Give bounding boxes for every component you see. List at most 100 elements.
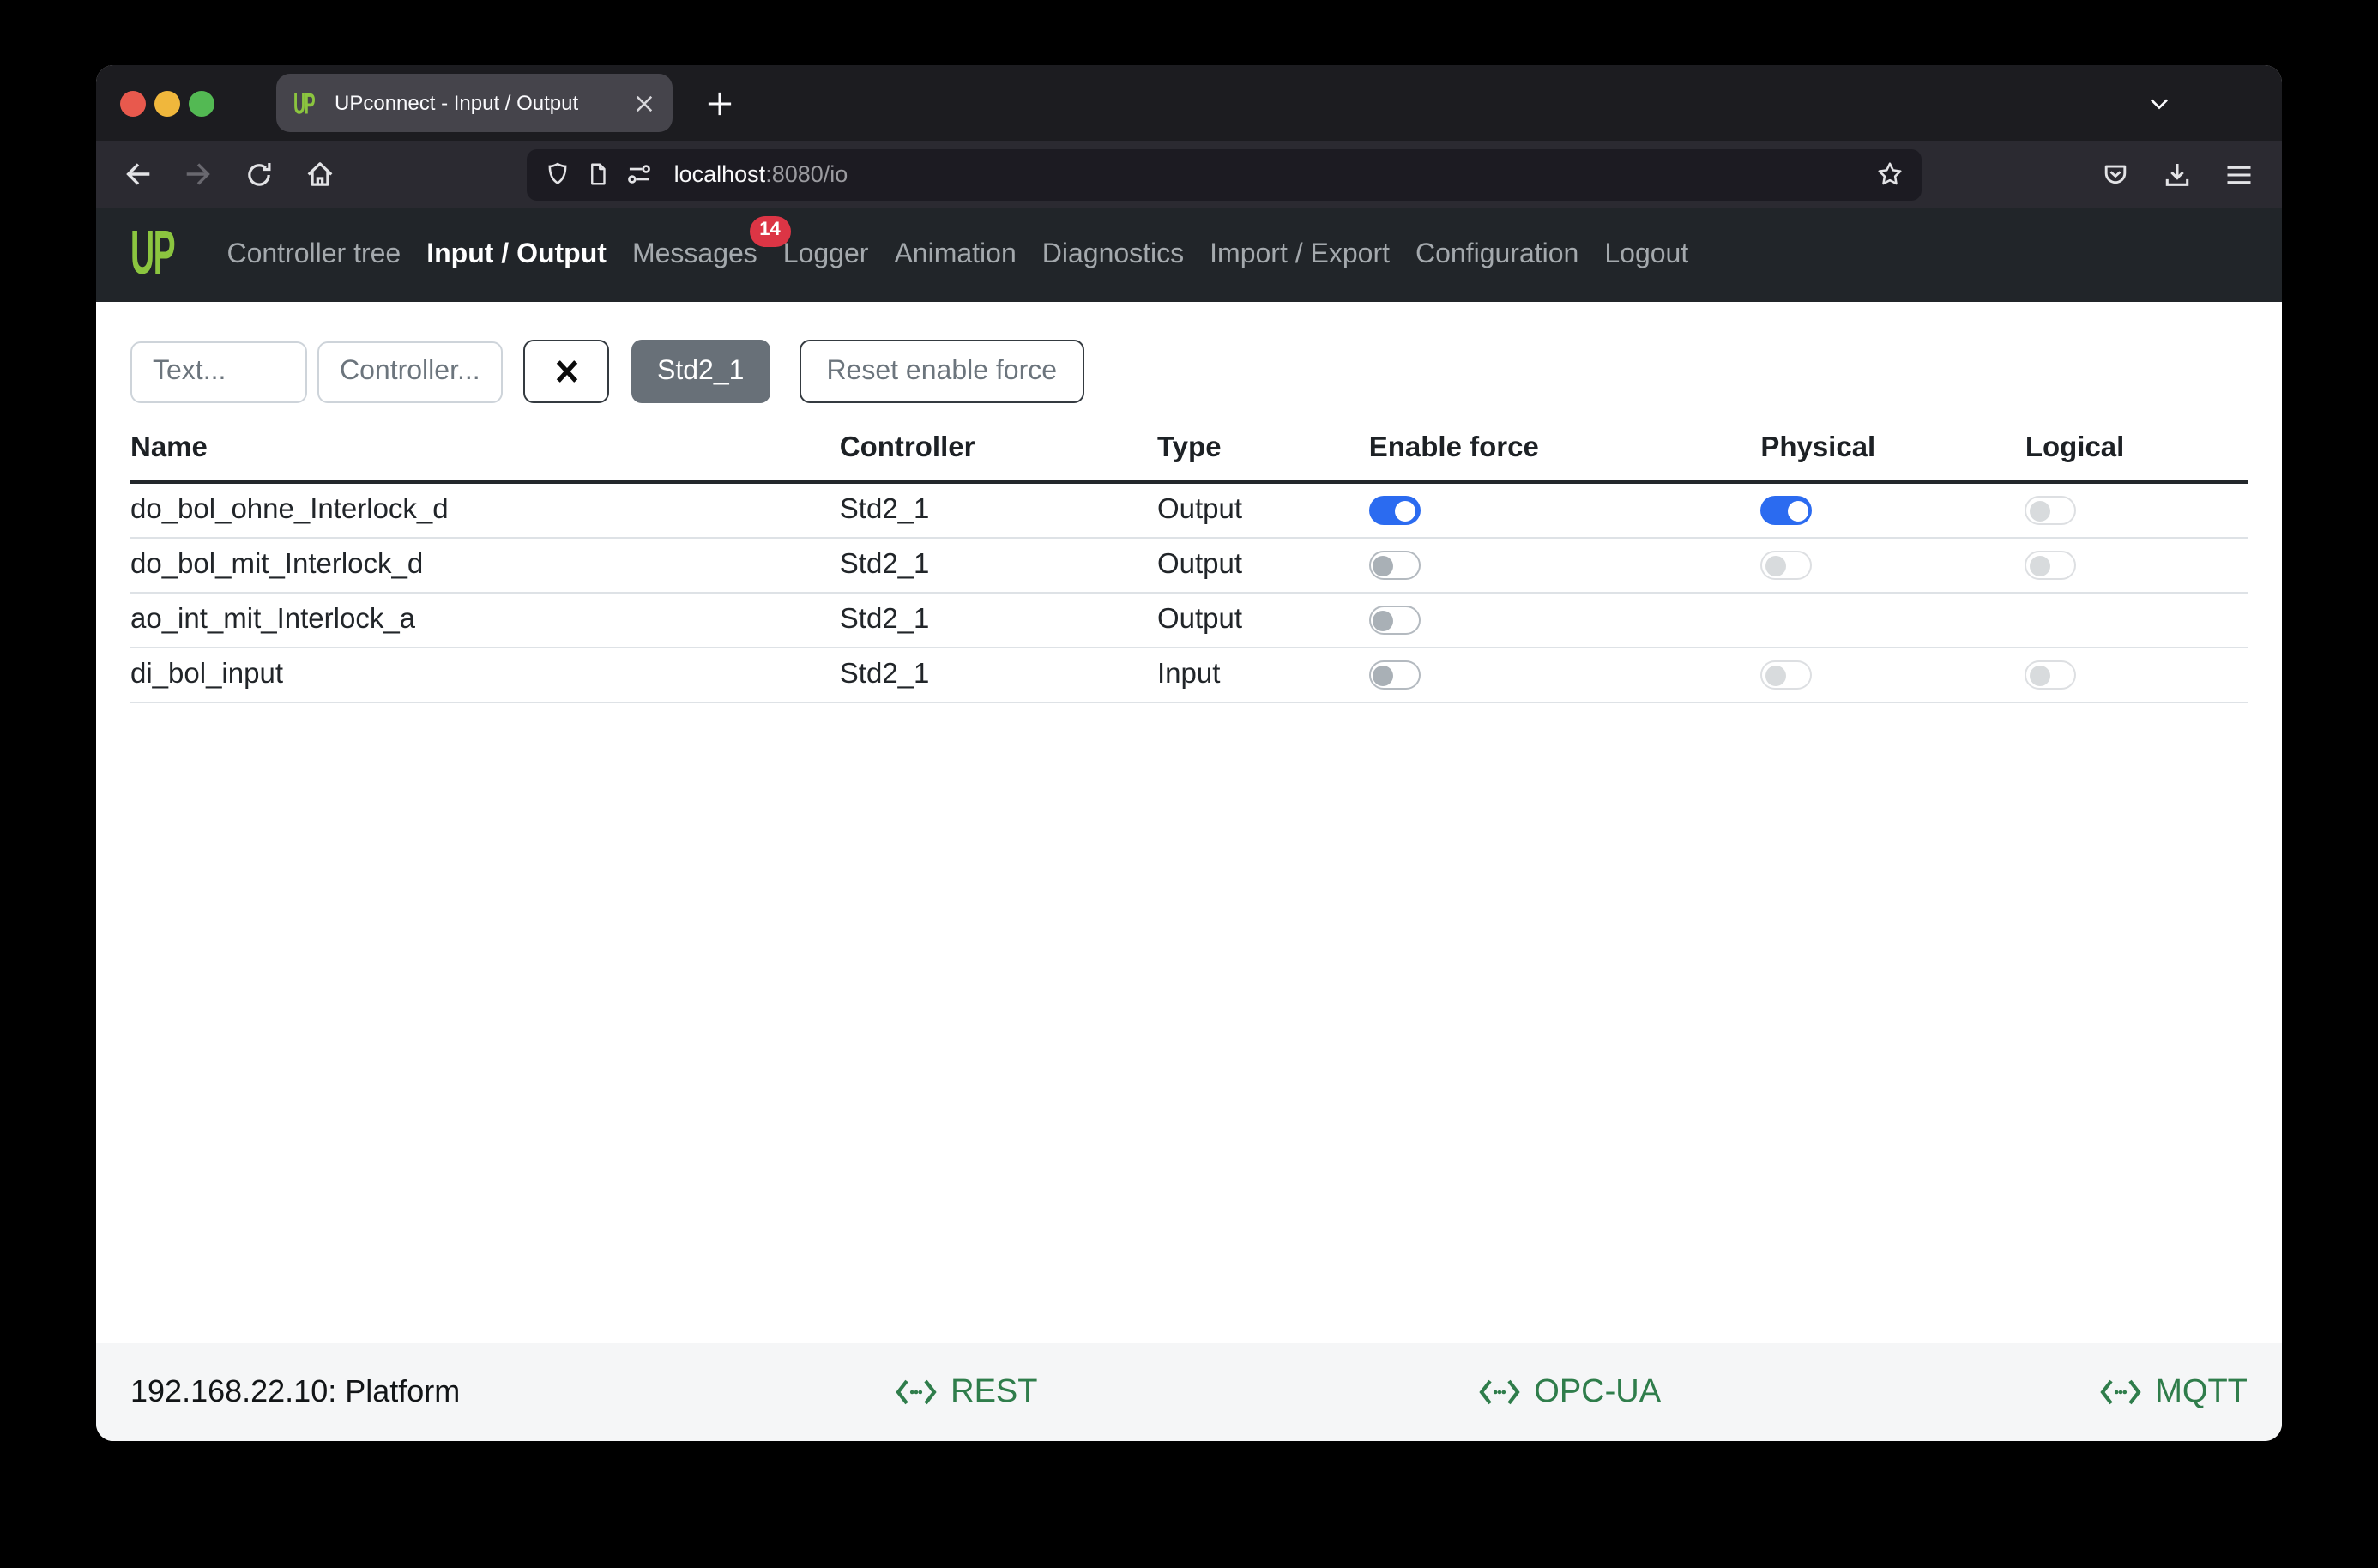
controller-filter-input[interactable] <box>317 341 503 402</box>
nav-logout[interactable]: Logout <box>1604 239 1689 268</box>
cell-name: do_bol_mit_Interlock_d <box>130 538 840 594</box>
clear-filter-button[interactable] <box>523 340 609 403</box>
nav-items: Controller tree Input / Output Messages 1… <box>214 215 1701 270</box>
col-name: Name <box>130 419 840 484</box>
list-all-tabs-button[interactable] <box>2134 79 2182 127</box>
nav-diagnostics[interactable]: Diagnostics <box>1041 239 1185 268</box>
upconnect-logo[interactable]: UP <box>130 218 176 289</box>
menu-button[interactable] <box>2213 150 2265 198</box>
permissions-sliders-icon[interactable] <box>625 160 654 189</box>
address-bar[interactable]: localhost:8080/io <box>526 148 1922 200</box>
enable-force-toggle[interactable] <box>1368 606 1421 636</box>
nav-controller-tree[interactable]: Controller tree <box>226 239 401 268</box>
navigation-toolbar: localhost:8080/io <box>96 141 2282 208</box>
enable-force-toggle[interactable] <box>1368 660 1421 691</box>
reload-icon <box>248 161 271 185</box>
pocket-button[interactable] <box>2090 150 2141 198</box>
clear-x-icon <box>555 360 577 383</box>
tab-close-icon[interactable] <box>630 89 657 117</box>
cell-controller: Std2_1 <box>839 482 1157 539</box>
physical-toggle <box>1760 660 1813 691</box>
cell-controller: Std2_1 <box>839 648 1157 703</box>
table-row: do_bol_mit_Interlock_d Std2_1 Output <box>130 538 2248 594</box>
col-logical: Logical <box>2025 419 2248 484</box>
browser-window: UP UPconnect - Input / Output <box>96 65 2282 1441</box>
nav-import-export[interactable]: Import / Export <box>1210 239 1390 268</box>
plus-icon <box>707 91 731 115</box>
platform-status: 192.168.22.10: Platform <box>130 1374 461 1408</box>
shield-icon[interactable] <box>544 160 571 189</box>
code-brackets-icon <box>896 1379 937 1405</box>
filter-bar: Std2_1 Reset enable force <box>130 340 2248 403</box>
nav-messages[interactable]: Messages 14 <box>619 215 791 270</box>
home-icon <box>306 162 332 186</box>
cell-controller: Std2_1 <box>839 538 1157 594</box>
hamburger-icon <box>2227 165 2251 184</box>
enable-force-toggle[interactable] <box>1368 496 1421 526</box>
logical-toggle <box>2025 496 2077 526</box>
physical-toggle[interactable] <box>1760 496 1813 526</box>
download-icon <box>2165 163 2189 185</box>
rest-link[interactable]: REST <box>765 1373 1168 1411</box>
text-filter-input[interactable] <box>130 341 307 402</box>
nav-configuration[interactable]: Configuration <box>1415 239 1579 268</box>
enable-force-toggle[interactable] <box>1368 551 1421 581</box>
io-table: Name Controller Type Enable force Physic… <box>130 419 2248 703</box>
new-tab-button[interactable] <box>695 79 743 127</box>
logical-toggle <box>2025 551 2077 581</box>
url-text[interactable]: localhost:8080/io <box>673 161 848 187</box>
nav-animation[interactable]: Animation <box>894 239 1017 268</box>
cell-type: Output <box>1156 538 1369 594</box>
tab-bar: UP UPconnect - Input / Output <box>96 65 2282 141</box>
close-window-button[interactable] <box>120 90 146 116</box>
table-row: di_bol_input Std2_1 Input <box>130 648 2248 703</box>
status-footer: 192.168.22.10: Platform REST OPC-UA MQTT <box>96 1343 2282 1441</box>
cell-controller: Std2_1 <box>839 593 1157 648</box>
window-controls <box>96 90 214 116</box>
code-brackets-icon <box>1479 1379 1520 1405</box>
upconnect-favicon-icon: UP <box>293 86 316 120</box>
nav-logger[interactable]: Logger <box>782 239 869 268</box>
cell-type: Input <box>1156 648 1369 703</box>
home-button[interactable] <box>294 150 344 198</box>
reset-enable-force-button[interactable]: Reset enable force <box>799 340 1085 403</box>
back-icon <box>126 163 150 185</box>
logical-toggle <box>2025 660 2077 691</box>
cell-name: do_bol_ohne_Interlock_d <box>130 482 840 539</box>
mqtt-link[interactable]: MQTT <box>1972 1373 2248 1411</box>
forward-button[interactable] <box>173 150 223 198</box>
tab-title: UPconnect - Input / Output <box>335 91 579 115</box>
pocket-icon <box>2104 164 2127 184</box>
opcua-link[interactable]: OPC-UA <box>1168 1373 1972 1411</box>
physical-toggle <box>1760 551 1813 581</box>
col-type: Type <box>1156 419 1369 484</box>
cell-name: di_bol_input <box>130 648 840 703</box>
nav-input-output[interactable]: Input / Output <box>426 239 607 268</box>
minimize-window-button[interactable] <box>154 90 180 116</box>
io-page-content: Std2_1 Reset enable force Name Controlle… <box>96 302 2282 1343</box>
cell-type: Output <box>1156 482 1369 539</box>
col-controller: Controller <box>839 419 1157 484</box>
controller-filter-chip[interactable]: Std2_1 <box>631 340 770 403</box>
table-row: ao_int_mit_Interlock_a Std2_1 Output <box>130 593 2248 648</box>
cell-name: ao_int_mit_Interlock_a <box>130 593 840 648</box>
bookmark-star-icon[interactable] <box>1875 160 1904 189</box>
forward-icon <box>187 163 211 185</box>
table-row: do_bol_ohne_Interlock_d Std2_1 Output <box>130 482 2248 539</box>
app-navbar: UP Controller tree Input / Output Messag… <box>96 208 2282 302</box>
chevron-down-icon <box>2150 98 2167 109</box>
reload-button[interactable] <box>234 150 284 198</box>
maximize-window-button[interactable] <box>189 90 214 116</box>
toolbar-right-group <box>2090 150 2265 198</box>
downloads-button[interactable] <box>2152 150 2203 198</box>
table-header-row: Name Controller Type Enable force Physic… <box>130 419 2248 484</box>
page-info-icon[interactable] <box>585 160 611 189</box>
code-brackets-icon <box>2100 1379 2141 1405</box>
back-button[interactable] <box>113 150 163 198</box>
cell-type: Output <box>1156 593 1369 648</box>
col-physical: Physical <box>1760 419 2025 484</box>
browser-tab[interactable]: UP UPconnect - Input / Output <box>276 74 673 132</box>
col-enable-force: Enable force <box>1368 419 1761 484</box>
messages-count-badge: 14 <box>749 215 791 246</box>
